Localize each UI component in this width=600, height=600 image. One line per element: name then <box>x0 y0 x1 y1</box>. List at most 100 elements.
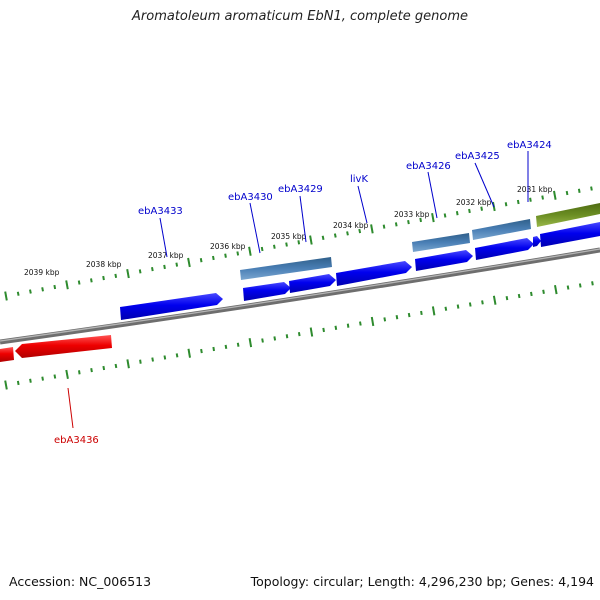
gene-labels: ebA3433 ebA3430 ebA3429 livK ebA3426 ebA… <box>54 140 552 446</box>
minor-tick <box>29 289 32 294</box>
gene-label[interactable]: ebA3433 <box>138 206 183 217</box>
label-leader-lines <box>67 151 529 429</box>
minor-tick <box>53 284 57 290</box>
kbp-label: 2036 kbp <box>210 242 246 251</box>
minor-tick <box>41 376 44 381</box>
major-tick <box>187 348 191 358</box>
genome-title: Aromatoleum aromaticum EbN1, complete ge… <box>132 9 468 24</box>
accession-text: Accession: NC_006513 <box>9 574 152 589</box>
minor-tick <box>407 220 410 225</box>
minor-tick <box>383 317 387 322</box>
minor-tick <box>394 222 398 227</box>
kbp-label: 2035 kbp <box>271 232 307 241</box>
minor-tick <box>566 285 570 290</box>
minor-tick <box>334 325 338 330</box>
minor-tick <box>77 280 81 285</box>
minor-tick <box>273 336 277 341</box>
minor-tick <box>346 231 349 236</box>
minor-tick <box>468 302 472 307</box>
minor-tick <box>407 312 411 318</box>
minor-tick <box>138 269 142 274</box>
minor-tick <box>504 202 508 207</box>
major-tick <box>65 369 69 379</box>
minor-tick <box>591 281 594 286</box>
major-tick <box>65 280 69 290</box>
cds-arrow-ebA3424[interactable] <box>540 222 600 247</box>
minor-tick <box>236 342 240 347</box>
cds-arrow-ebA3436[interactable] <box>15 335 112 358</box>
minor-tick <box>382 224 386 229</box>
minor-tick <box>346 323 350 328</box>
cds-arrow-reverse[interactable] <box>0 347 14 362</box>
minor-tick <box>29 378 32 383</box>
minor-tick <box>212 255 215 261</box>
major-tick <box>554 285 558 295</box>
major-tick <box>4 380 8 390</box>
minor-tick <box>358 228 362 234</box>
cds-arrow-ebA3433[interactable] <box>120 293 223 320</box>
rna-feature[interactable] <box>472 219 531 240</box>
minor-tick <box>333 233 337 238</box>
minor-tick <box>285 242 288 247</box>
gene-label[interactable]: ebA3429 <box>278 184 323 195</box>
minor-tick <box>90 368 93 373</box>
minor-tick <box>565 190 569 196</box>
minor-tick <box>151 357 154 362</box>
minor-tick <box>443 213 447 218</box>
feature-track <box>240 203 600 280</box>
major-tick <box>126 359 130 369</box>
other-feature[interactable] <box>536 203 600 227</box>
gene-label[interactable]: livK <box>350 174 368 185</box>
minor-tick <box>395 315 399 320</box>
major-tick <box>187 257 191 268</box>
minor-tick <box>139 359 142 364</box>
gene-label[interactable]: ebA3426 <box>406 161 451 172</box>
reverse-tick-track <box>4 281 594 390</box>
major-tick <box>492 295 497 305</box>
major-tick <box>370 316 375 327</box>
minor-tick <box>419 217 422 223</box>
minor-tick <box>455 211 459 216</box>
minor-tick <box>456 304 460 309</box>
minor-tick <box>163 355 167 360</box>
cds-arrow-ebA3425[interactable] <box>475 238 534 260</box>
minor-tick <box>102 365 106 371</box>
cds-arrow-small[interactable] <box>533 236 541 247</box>
minor-tick <box>285 334 289 339</box>
gene-label[interactable]: ebA3436 <box>54 435 99 446</box>
minor-tick <box>16 291 20 296</box>
minor-tick <box>541 195 544 200</box>
minor-tick <box>322 327 325 333</box>
gene-label[interactable]: ebA3425 <box>455 151 500 162</box>
cds-arrow-ebA3430[interactable] <box>243 282 291 301</box>
kbp-label: 2034 kbp <box>333 221 369 230</box>
rna-feature[interactable] <box>240 257 332 280</box>
minor-tick <box>590 186 593 191</box>
genome-backbone <box>0 247 600 345</box>
minor-tick <box>53 374 57 379</box>
major-tick <box>248 338 253 348</box>
cds-arrow-ebA3429[interactable] <box>289 274 336 293</box>
minor-tick <box>200 348 203 354</box>
minor-tick <box>175 353 179 358</box>
minor-tick <box>577 188 581 193</box>
reverse-cds-track <box>0 335 112 362</box>
minor-tick <box>444 306 448 311</box>
minor-tick <box>151 267 154 272</box>
minor-tick <box>114 363 118 369</box>
minor-tick <box>517 293 521 299</box>
gene-label[interactable]: ebA3424 <box>507 140 552 151</box>
minor-tick <box>175 262 179 267</box>
kbp-label: 2031 kbp <box>517 185 553 194</box>
minor-tick <box>102 275 105 281</box>
minor-tick <box>236 251 240 256</box>
major-tick <box>370 224 374 234</box>
minor-tick <box>78 370 81 375</box>
cds-arrow-ebA3426[interactable] <box>415 250 473 271</box>
gene-label[interactable]: ebA3430 <box>228 192 273 203</box>
minor-tick <box>163 264 166 270</box>
cds-arrow-livK[interactable] <box>336 261 412 286</box>
kbp-label: 2038 kbp <box>86 260 122 269</box>
rna-feature[interactable] <box>412 233 470 252</box>
